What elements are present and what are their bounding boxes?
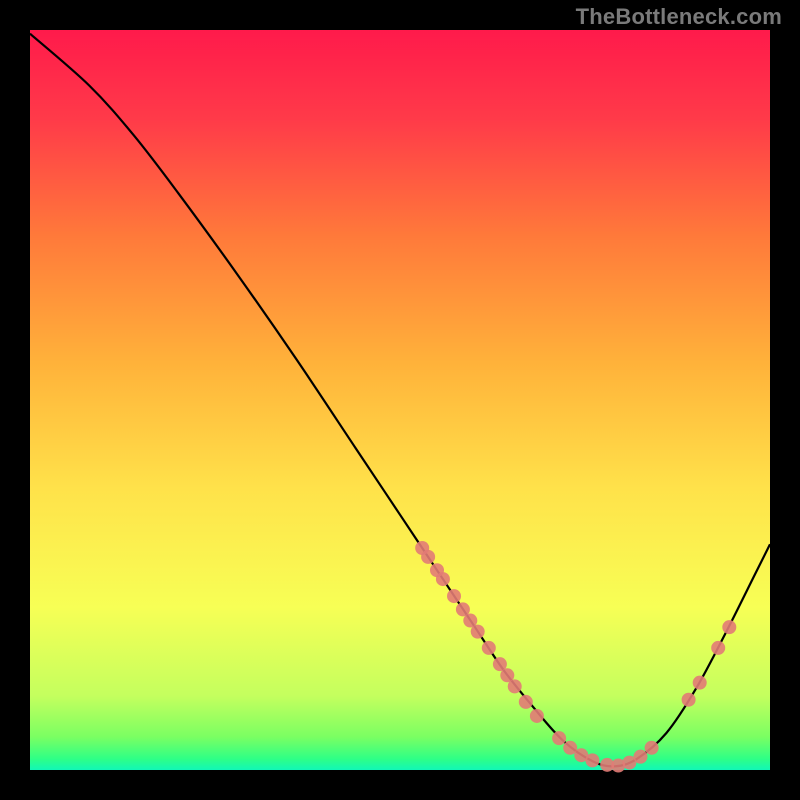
scatter-point	[508, 679, 522, 693]
scatter-point	[530, 709, 544, 723]
scatter-point	[519, 695, 533, 709]
scatter-point	[436, 572, 450, 586]
scatter-point	[722, 620, 736, 634]
scatter-point	[552, 731, 566, 745]
scatter-point	[585, 753, 599, 767]
scatter-point	[682, 693, 696, 707]
chart-container: TheBottleneck.com	[0, 0, 800, 800]
bottleneck-chart	[0, 0, 800, 800]
scatter-point	[471, 625, 485, 639]
scatter-point	[711, 641, 725, 655]
scatter-point	[693, 676, 707, 690]
scatter-point	[447, 589, 461, 603]
scatter-point	[421, 550, 435, 564]
scatter-point	[634, 750, 648, 764]
scatter-point	[645, 741, 659, 755]
plot-background	[30, 30, 770, 770]
scatter-point	[482, 641, 496, 655]
